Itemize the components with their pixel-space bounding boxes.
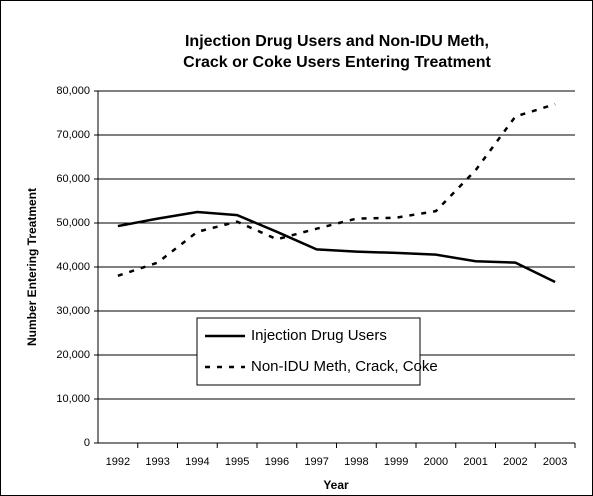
chart-title: Crack or Coke Users Entering Treatment	[183, 54, 491, 71]
series-line	[117, 210, 556, 284]
y-tick-label: 30,000	[56, 305, 90, 317]
x-axis-title: Year	[323, 478, 349, 492]
y-tick-label: 0	[84, 437, 90, 449]
x-tick-label: 1992	[106, 456, 130, 468]
x-tick-label: 2002	[503, 456, 527, 468]
y-tick-label: 70,000	[56, 129, 90, 141]
y-tick-label: 40,000	[56, 261, 90, 273]
x-tick-label: 1995	[225, 456, 249, 468]
legend-label: Non-IDU Meth, Crack, Coke	[251, 358, 438, 375]
legend-box	[196, 317, 421, 386]
y-axis-title: Number Entering Treatment	[25, 188, 39, 346]
y-tick-label: 50,000	[56, 217, 90, 229]
x-tick-label: 2003	[543, 456, 567, 468]
y-tick-label: 10,000	[56, 393, 90, 405]
x-tick-label: 2000	[424, 456, 448, 468]
x-tick-label: 1993	[145, 456, 169, 468]
y-tick-label: 80,000	[56, 85, 90, 97]
x-tick-label: 1996	[265, 456, 289, 468]
chart-title: Injection Drug Users and Non-IDU Meth,	[185, 33, 489, 50]
x-tick-label: 1997	[304, 456, 328, 468]
x-tick-label: 2001	[463, 456, 487, 468]
y-tick-label: 20,000	[56, 349, 90, 361]
x-tick-label: 1994	[185, 456, 209, 468]
legend-label: Injection Drug Users	[251, 327, 387, 344]
x-tick-label: 1998	[344, 456, 368, 468]
x-tick-label: 1999	[384, 456, 408, 468]
y-tick-label: 60,000	[56, 173, 90, 185]
